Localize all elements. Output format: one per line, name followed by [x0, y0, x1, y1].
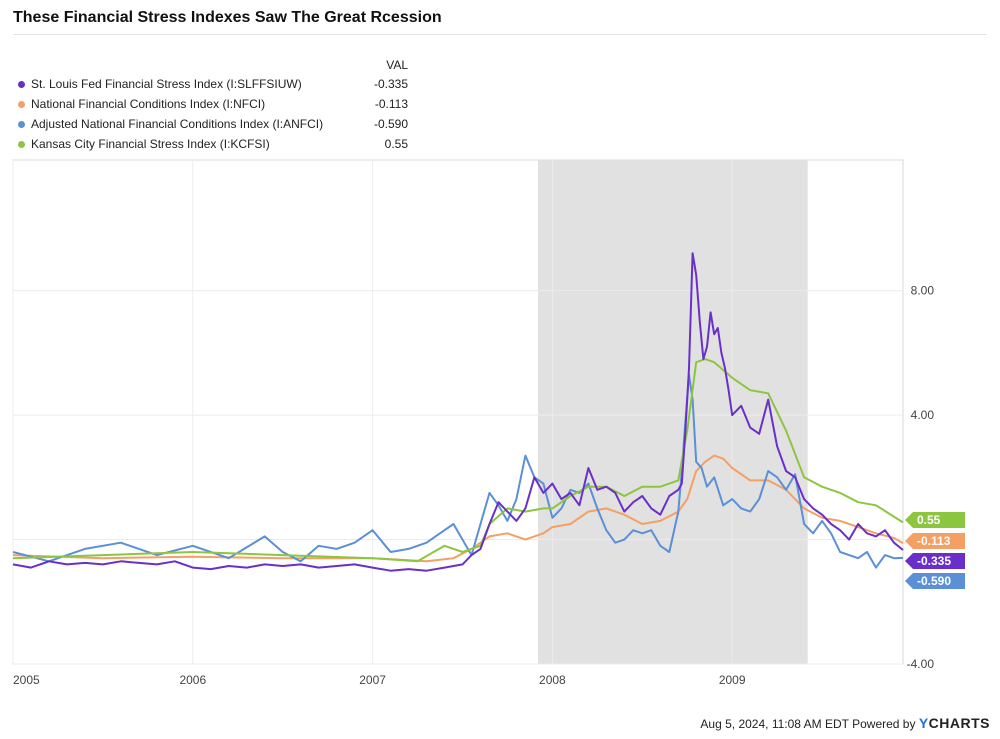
ycharts-logo-y: Y [918, 715, 929, 731]
legend-swatch [18, 121, 25, 128]
footer-powered-by: Powered by [852, 717, 916, 731]
x-tick-label: 2008 [539, 673, 566, 687]
end-value-tag [905, 553, 965, 569]
legend-swatch [18, 141, 25, 148]
legend-series-value: -0.335 [373, 77, 408, 91]
end-value-tag [905, 512, 965, 528]
footer: Aug 5, 2024, 11:08 AM EDT Powered by YCH… [700, 715, 990, 731]
end-value-label: -0.113 [917, 534, 951, 548]
legend-item[interactable]: National Financial Conditions Index (I:N… [18, 96, 408, 114]
title-divider [13, 34, 987, 35]
ycharts-logo-text: CHARTS [928, 715, 990, 731]
legend-swatch [18, 101, 25, 108]
legend-value-header: VAL [386, 58, 408, 72]
legend-series-value: -0.590 [373, 117, 408, 131]
y-tick-label: 4.00 [911, 408, 935, 422]
legend-swatch [18, 81, 25, 88]
recession-shade [538, 160, 808, 664]
series-line [12, 373, 904, 569]
chart-title: These Financial Stress Indexes Saw The G… [13, 9, 442, 26]
series-line [12, 252, 904, 572]
series-line [12, 358, 904, 563]
footer-timestamp: Aug 5, 2024, 11:08 AM EDT [700, 717, 849, 731]
end-value-tag [905, 573, 965, 589]
end-value-label: -0.335 [917, 554, 951, 568]
legend-item[interactable]: Adjusted National Financial Conditions I… [18, 116, 408, 134]
x-tick-label: 2005 [13, 673, 40, 687]
legend-item[interactable]: Kansas City Financial Stress Index (I:KC… [18, 136, 408, 154]
legend-series-name: Kansas City Financial Stress Index (I:KC… [31, 137, 270, 151]
legend-series-name: St. Louis Fed Financial Stress Index (I:… [31, 77, 302, 91]
end-value-label: 0.55 [917, 513, 941, 527]
legend-item[interactable]: St. Louis Fed Financial Stress Index (I:… [18, 76, 408, 94]
series-line [12, 454, 904, 563]
legend-series-value: -0.113 [374, 97, 408, 111]
line-chart: 2005 2006 2007 2008 2009 -4.00 4.00 8.00 0.55 -0.… [12, 159, 965, 687]
y-tick-label: -4.00 [907, 657, 935, 671]
end-value-tag [905, 533, 965, 549]
end-value-label: -0.590 [917, 574, 951, 588]
x-tick-label: 2006 [179, 673, 206, 687]
x-tick-label: 2007 [359, 673, 386, 687]
y-tick-label: 8.00 [911, 284, 935, 298]
ycharts-logo[interactable]: YCHARTS [919, 715, 990, 731]
x-tick-label: 2009 [719, 673, 746, 687]
legend-series-name: Adjusted National Financial Conditions I… [31, 117, 324, 131]
legend-series-value: 0.55 [384, 137, 408, 151]
legend-series-name: National Financial Conditions Index (I:N… [31, 97, 266, 111]
